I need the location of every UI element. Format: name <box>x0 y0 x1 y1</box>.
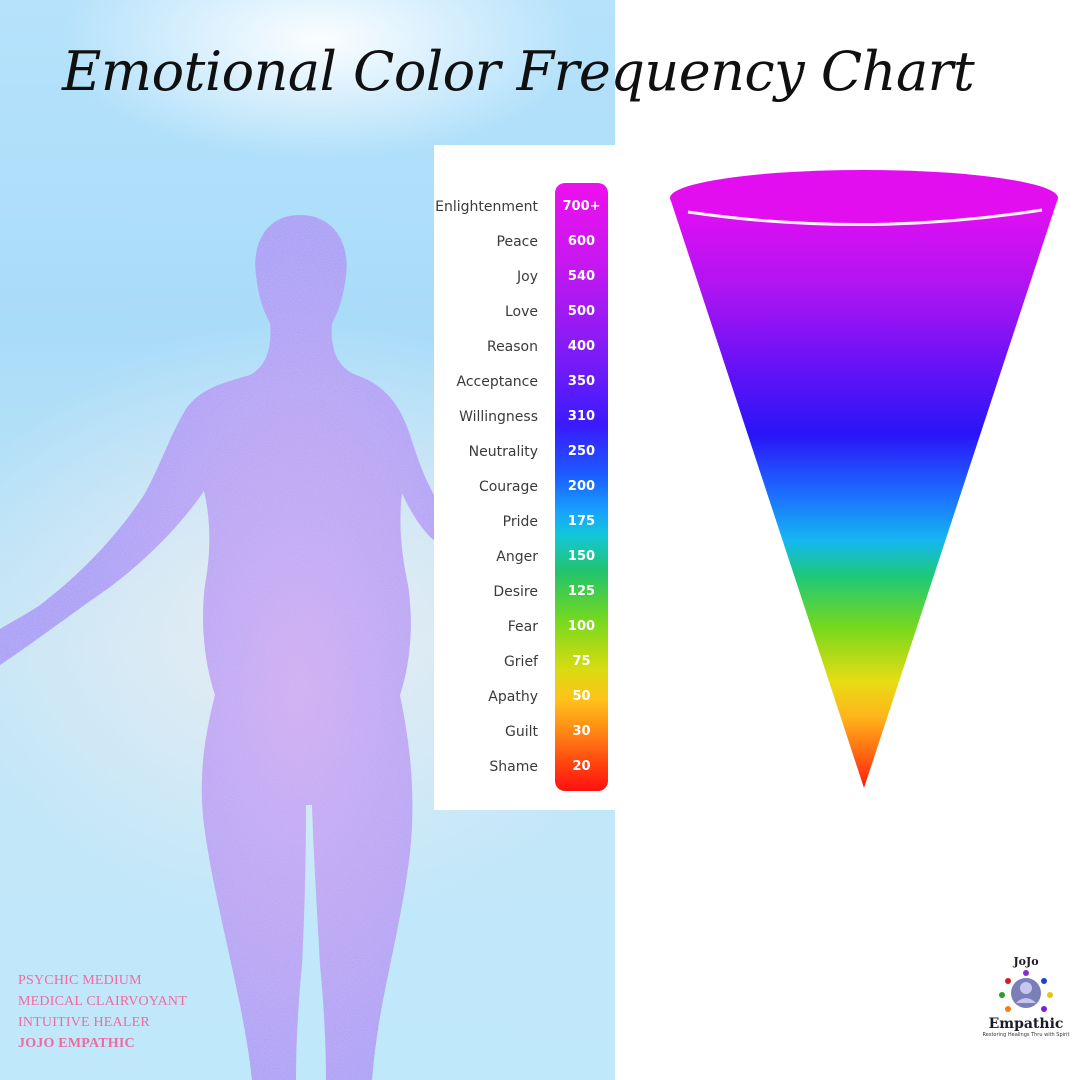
emotion-label: Shame <box>489 759 538 775</box>
frequency-value: 400 <box>567 339 596 354</box>
emotion-label: Love <box>504 304 538 320</box>
emotion-label: Peace <box>496 234 538 250</box>
frequency-value: 175 <box>567 514 596 529</box>
cone-body <box>670 198 1058 788</box>
frequency-value: 600 <box>567 234 596 249</box>
page-title: Emotional Color Frequency Chart <box>62 40 975 103</box>
frequency-value: 30 <box>572 724 591 739</box>
emotion-label: Guilt <box>505 724 538 740</box>
frequency-value: 125 <box>567 584 596 599</box>
cone-rim <box>670 170 1058 226</box>
frequency-scale-card: Enlightenment Peace Joy Love Reason Acceptanc… <box>434 145 615 810</box>
frequency-value: 540 <box>567 269 596 284</box>
emotion-label: Acceptance <box>456 374 538 390</box>
human-silhouette-figure <box>0 215 440 1080</box>
frequency-color-bar: 700+ 600 540 500 400 350 310 250 200 175 150 125 100… <box>555 183 608 791</box>
emotion-label: Fear <box>507 619 538 635</box>
chakra-figure-icon <box>999 970 1053 1012</box>
emotion-label: Grief <box>503 654 538 670</box>
frequency-value: 20 <box>572 759 591 774</box>
frequency-value: 350 <box>567 374 596 389</box>
emotion-label: Neutrality <box>468 444 538 460</box>
frequency-value: 310 <box>567 409 596 424</box>
emotion-label: Apathy <box>488 689 538 705</box>
frequency-value: 200 <box>567 479 596 494</box>
logo-text-top: JoJo <box>1013 955 1039 968</box>
frequency-value: 500 <box>567 304 596 319</box>
emotion-label: Courage <box>478 479 538 495</box>
tagline-line-psychic: PSYCHIC MEDIUM <box>18 973 142 988</box>
emotion-label: Willingness <box>459 409 538 425</box>
frequency-value: 75 <box>572 654 591 669</box>
emotion-label: Enlightenment <box>435 199 538 215</box>
emotion-label: Desire <box>493 584 538 600</box>
frequency-value: 100 <box>567 619 596 634</box>
logo-tagline: Restoring Healings Thru with Spirit <box>982 1032 1070 1038</box>
services-tagline: PSYCHIC MEDIUM MEDICAL CLAIRVOYANT INTUI… <box>18 970 278 1054</box>
tagline-line-healer: INTUITIVE HEALER <box>18 1015 150 1030</box>
emotion-label: Reason <box>486 339 538 355</box>
logo-text-bottom: Empathic <box>988 1016 1064 1032</box>
tagline-brand: JOJO EMPATHIC <box>18 1036 135 1051</box>
frequency-value: 150 <box>567 549 596 564</box>
emotion-label: Anger <box>496 549 538 565</box>
frequency-value: 250 <box>567 444 596 459</box>
rainbow-cone-graphic <box>670 170 1058 788</box>
tagline-line-clairvoyant: MEDICAL CLAIRVOYANT <box>18 994 187 1009</box>
frequency-value: 700+ <box>562 199 601 214</box>
cone-rim-highlight <box>687 208 1043 227</box>
emotion-label: Pride <box>502 514 538 530</box>
emotion-label: Joy <box>517 269 538 285</box>
jojo-empathic-logo: JoJo Empathic Restoring Healings Thru wi… <box>976 955 1076 1065</box>
frequency-value: 50 <box>572 689 591 704</box>
